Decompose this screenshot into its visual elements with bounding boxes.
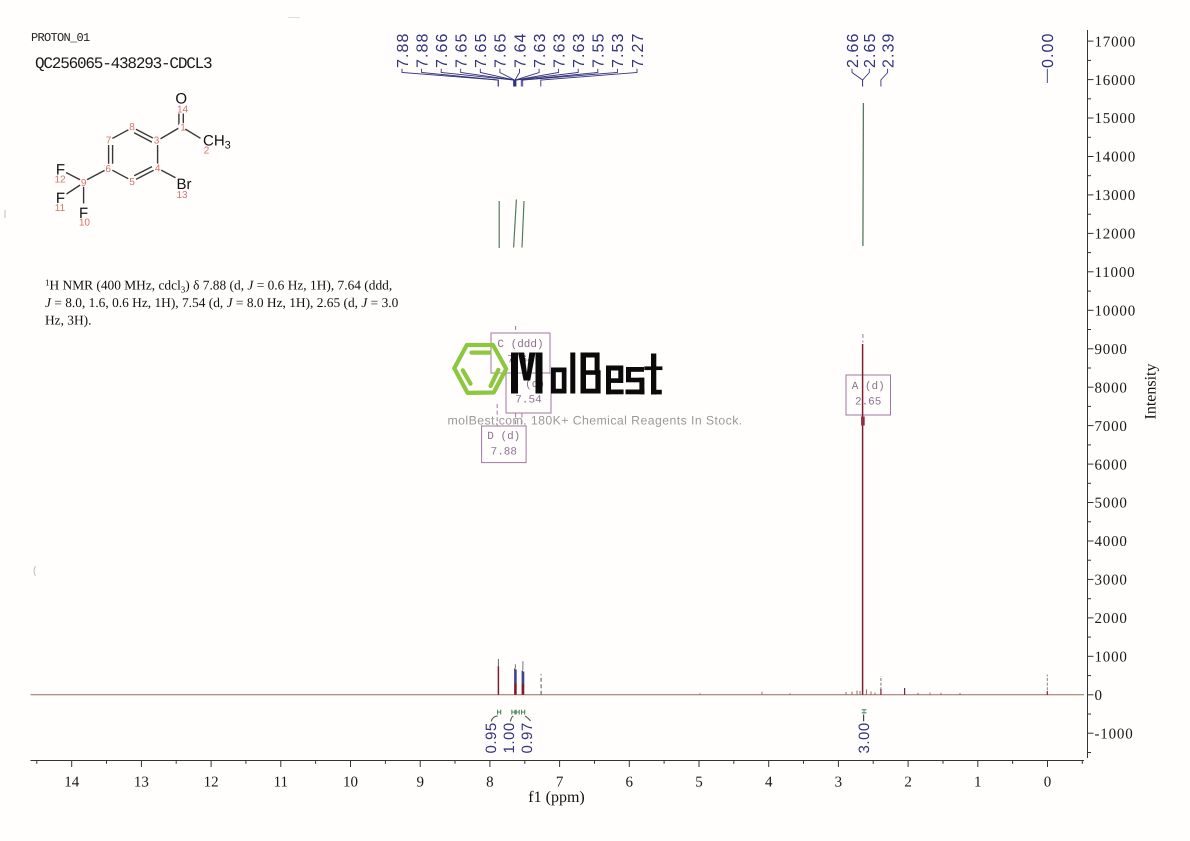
svg-text:6: 6 — [626, 775, 634, 791]
svg-text:13: 13 — [134, 775, 149, 791]
svg-text:3: 3 — [835, 775, 843, 791]
svg-text:CH3: CH3 — [203, 133, 231, 152]
svg-text:Br: Br — [177, 176, 192, 193]
svg-text:1: 1 — [974, 775, 982, 791]
svg-text:7.54: 7.54 — [515, 395, 542, 407]
svg-text:7.65: 7.65 — [473, 32, 490, 68]
svg-text:D (d): D (d) — [487, 431, 520, 443]
svg-text:17000: 17000 — [1095, 34, 1137, 50]
svg-text:0.95: 0.95 — [483, 722, 500, 753]
svg-text:7.63: 7.63 — [571, 32, 588, 68]
svg-text:10: 10 — [79, 217, 91, 228]
svg-text:1000: 1000 — [1095, 650, 1128, 666]
svg-text:4: 4 — [765, 775, 773, 791]
svg-text:7: 7 — [556, 775, 564, 791]
svg-text:3.00: 3.00 — [856, 722, 873, 753]
svg-text:11000: 11000 — [1095, 265, 1136, 281]
svg-text:12: 12 — [204, 775, 219, 791]
svg-text:2: 2 — [204, 146, 210, 157]
svg-text:7000: 7000 — [1095, 419, 1128, 435]
svg-text:11: 11 — [55, 203, 66, 214]
svg-text:7.64: 7.64 — [512, 32, 529, 68]
svg-text:F: F — [56, 190, 65, 207]
svg-text:12000: 12000 — [1095, 227, 1137, 243]
svg-text:H: H — [521, 710, 526, 717]
svg-text:12: 12 — [54, 174, 66, 185]
svg-text:QC256065-438293-CDCL3: QC256065-438293-CDCL3 — [35, 55, 212, 73]
svg-text:7.65: 7.65 — [454, 32, 471, 68]
svg-text:5000: 5000 — [1095, 496, 1128, 512]
svg-text:1H NMR (400 MHz, cdcl3) δ 7.88: 1H NMR (400 MHz, cdcl3) δ 7.88 (d, J = 0… — [45, 278, 392, 295]
svg-text:7.63: 7.63 — [532, 32, 549, 68]
svg-text:Hz, 3H).: Hz, 3H). — [45, 313, 91, 328]
svg-text:0.97: 0.97 — [519, 722, 536, 753]
svg-text:10: 10 — [343, 775, 358, 791]
svg-text:7.88: 7.88 — [395, 32, 412, 68]
svg-text:0: 0 — [1044, 775, 1052, 791]
svg-text:7: 7 — [106, 136, 112, 147]
svg-text:13: 13 — [176, 190, 188, 201]
svg-text:H: H — [497, 710, 502, 717]
svg-text:14: 14 — [64, 775, 80, 791]
svg-text:J = 8.0, 1.6, 0.6 Hz, 1H), 7.5: J = 8.0, 1.6, 0.6 Hz, 1H), 7.54 (d, J = … — [45, 295, 399, 310]
svg-text:f1 (ppm): f1 (ppm) — [528, 789, 584, 806]
svg-text:-1000: -1000 — [1095, 727, 1134, 743]
svg-text:0.00: 0.00 — [1040, 32, 1057, 68]
svg-text:7.63: 7.63 — [551, 32, 568, 68]
svg-text:F: F — [56, 162, 65, 179]
svg-text:A (d): A (d) — [852, 381, 885, 393]
svg-text:13000: 13000 — [1095, 188, 1137, 204]
svg-text:7.66: 7.66 — [434, 32, 451, 68]
svg-text:3: 3 — [154, 136, 160, 147]
svg-text:14: 14 — [177, 105, 189, 116]
svg-text:molBest.com, 180K+ Chemical Re: molBest.com, 180K+ Chemical Reagents In … — [448, 414, 743, 428]
svg-text:2.65: 2.65 — [862, 32, 879, 68]
svg-text:8: 8 — [129, 122, 135, 133]
svg-text:2000: 2000 — [1095, 611, 1128, 627]
svg-text:10000: 10000 — [1095, 304, 1137, 320]
svg-text:8000: 8000 — [1095, 380, 1128, 396]
svg-text:2.66: 2.66 — [845, 32, 862, 68]
svg-text:6: 6 — [105, 164, 111, 175]
svg-text:9: 9 — [81, 178, 87, 189]
svg-text:7.88: 7.88 — [414, 32, 431, 68]
svg-text:7.65: 7.65 — [493, 32, 510, 68]
svg-text:11: 11 — [274, 775, 288, 791]
svg-text:9: 9 — [416, 775, 424, 791]
svg-text:PROTON_01: PROTON_01 — [31, 31, 90, 45]
svg-text:9000: 9000 — [1095, 342, 1128, 358]
svg-text:4000: 4000 — [1095, 534, 1128, 550]
svg-text:7.88: 7.88 — [491, 447, 517, 459]
svg-text:Intensity: Intensity — [1143, 364, 1160, 420]
svg-text:F: F — [79, 205, 88, 222]
svg-text:1.00: 1.00 — [501, 722, 518, 753]
svg-text:3000: 3000 — [1095, 573, 1128, 589]
svg-text:2.65: 2.65 — [855, 397, 881, 409]
svg-text:1: 1 — [180, 123, 186, 134]
svg-text:2: 2 — [904, 775, 912, 791]
svg-text:H: H — [861, 709, 868, 714]
svg-text:C (ddd): C (ddd) — [497, 339, 543, 351]
svg-text:H: H — [511, 710, 516, 717]
svg-text:7.53: 7.53 — [610, 32, 627, 68]
svg-text:H: H — [515, 710, 520, 717]
svg-text:6000: 6000 — [1095, 457, 1128, 473]
svg-text:0: 0 — [1095, 688, 1103, 704]
svg-text:15000: 15000 — [1095, 111, 1137, 127]
svg-text:5: 5 — [695, 775, 703, 791]
svg-text:4: 4 — [155, 163, 161, 174]
svg-text:16000: 16000 — [1095, 73, 1137, 89]
svg-text:8: 8 — [486, 775, 494, 791]
svg-text:5: 5 — [129, 177, 135, 188]
svg-text:14000: 14000 — [1095, 150, 1137, 166]
svg-text:O: O — [175, 91, 187, 108]
svg-text:2.39: 2.39 — [880, 32, 897, 68]
svg-text:7.27: 7.27 — [630, 32, 647, 68]
svg-text:7.55: 7.55 — [591, 32, 608, 68]
